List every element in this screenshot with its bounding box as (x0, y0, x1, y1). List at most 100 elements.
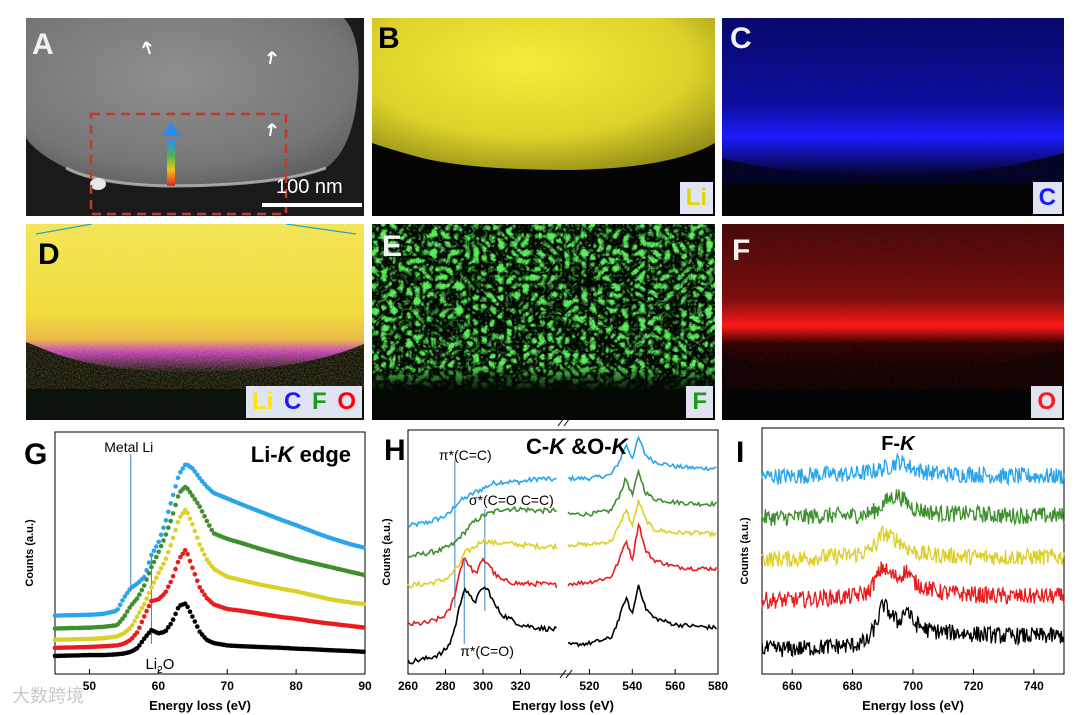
chart-g-point (120, 598, 125, 603)
chart-h-xtick-label: 320 (510, 679, 530, 693)
chart-g-point (192, 496, 198, 502)
chart-g-point (139, 619, 145, 625)
chart-h-ylabel: Counts (a.u.) (381, 518, 393, 586)
chart-i-xtick-label: 740 (1024, 679, 1044, 693)
chart-g-point (168, 542, 173, 548)
chart-g-title-part: Li- (251, 442, 278, 467)
chart-h-series-right (567, 499, 717, 549)
chart-g-point (122, 613, 128, 618)
chart-g-xtick-label: 60 (152, 679, 166, 693)
chart-g-point (173, 611, 178, 617)
chart-g-point (127, 605, 132, 610)
chart-g-point (139, 606, 145, 611)
chart-g-point (163, 556, 169, 561)
chart-g-point (361, 649, 366, 655)
chart-g-point (166, 549, 171, 555)
chart-h-series-right (567, 435, 717, 483)
chart-g-point (125, 590, 130, 596)
chart-h: 260 280 300 320 520 540 560 580 Energy loss (eV)… (381, 417, 728, 713)
chart-g-point (149, 564, 154, 570)
chart-g-point (180, 466, 186, 471)
chart-g-xtick-label: 90 (358, 679, 372, 693)
chart-g-xlabel: Energy loss (eV) (149, 698, 251, 713)
chart-g-point (163, 518, 169, 523)
chart-g-point (154, 575, 159, 580)
panel-label-b: B (378, 22, 400, 55)
chart-g-point (202, 513, 207, 519)
chart-g-point (180, 511, 186, 516)
chart-h-series-left (407, 536, 558, 589)
chart-g-point (158, 566, 164, 571)
chart-g-point (187, 489, 193, 495)
chart-i-series (761, 452, 1065, 487)
chart-g-point (141, 614, 147, 619)
chart-g-point (192, 619, 198, 624)
scale-bar (262, 203, 362, 207)
chart-g-point (141, 601, 147, 607)
chart-g-point (151, 548, 157, 554)
chart-g-point (190, 614, 195, 619)
chart-g-point (141, 583, 147, 588)
panel-label-g: G (24, 438, 47, 471)
chart-i-xlabel: Energy loss (eV) (862, 698, 964, 713)
chart-h-title: C-K &O-K (526, 434, 630, 459)
chart-g-point (204, 518, 210, 524)
chart-h-title-part: &O- (565, 434, 611, 459)
panel-e-image: E F (372, 224, 715, 420)
panel-label-f: F (732, 234, 751, 267)
chart-g-point (173, 527, 178, 533)
chart-g-point (137, 610, 142, 615)
panel-label-d: D (38, 238, 60, 271)
gradient-arrow (167, 140, 175, 186)
chart-h-series-left (407, 505, 557, 559)
chart-i-ylabel: Counts (a.u.) (739, 517, 751, 585)
panel-label-c: C (730, 22, 752, 55)
panel-label-e: E (382, 230, 403, 263)
chart-g-point (151, 559, 157, 565)
chart-g-point (146, 571, 152, 576)
chart-g-point (175, 494, 181, 499)
chart-g-point (199, 509, 205, 514)
chart-g-point (166, 509, 171, 515)
chart-h-series-left (407, 475, 557, 528)
annotation-metal-li: Metal Li (104, 439, 153, 455)
chart-g-xtick-label: 70 (221, 679, 235, 693)
chart-g-point (158, 532, 164, 538)
chart-i-xtick-label: 720 (963, 679, 983, 693)
chart-g-point (137, 592, 142, 597)
chart-g-point (168, 501, 173, 506)
chart-g-point (166, 525, 171, 530)
watermark-text: 大数跨境 (12, 686, 84, 707)
chart-g-point (180, 551, 186, 556)
chart-g-point (361, 572, 366, 578)
legend-c: C (283, 388, 302, 415)
chart-g-point (192, 469, 198, 474)
chart-g-point (195, 535, 200, 540)
chart-g-frame (54, 431, 366, 675)
axis-break-bottom (559, 669, 573, 679)
chart-g-point (170, 617, 176, 622)
chart-g-point (361, 545, 366, 550)
chart-g-point (163, 589, 169, 594)
chart-h-series-left (407, 556, 558, 627)
chart-g-point (195, 578, 200, 584)
panel-c-image: C C (722, 18, 1064, 216)
chart-g-point (134, 630, 140, 635)
scale-bar-label: 100 nm (276, 176, 343, 198)
annotation-sigma: σ*(C=O C=C) (469, 492, 554, 508)
chart-g-point (178, 514, 183, 520)
chart-g-point (139, 587, 145, 593)
chart-g-title: Li-K edge (251, 442, 351, 467)
chart-g-point (170, 511, 176, 516)
chart-g-point (115, 607, 120, 612)
chart-g-point (163, 628, 169, 633)
chart-g-point (207, 523, 212, 528)
chart-h-xtick-label: 300 (473, 679, 493, 693)
chart-i-title-part: F- (881, 433, 900, 455)
chart-g-point (197, 504, 202, 509)
chart-h-title-part: K (549, 434, 567, 459)
annotation-pi-cc: π*(C=C) (439, 447, 492, 463)
chart-g-point (125, 609, 130, 614)
